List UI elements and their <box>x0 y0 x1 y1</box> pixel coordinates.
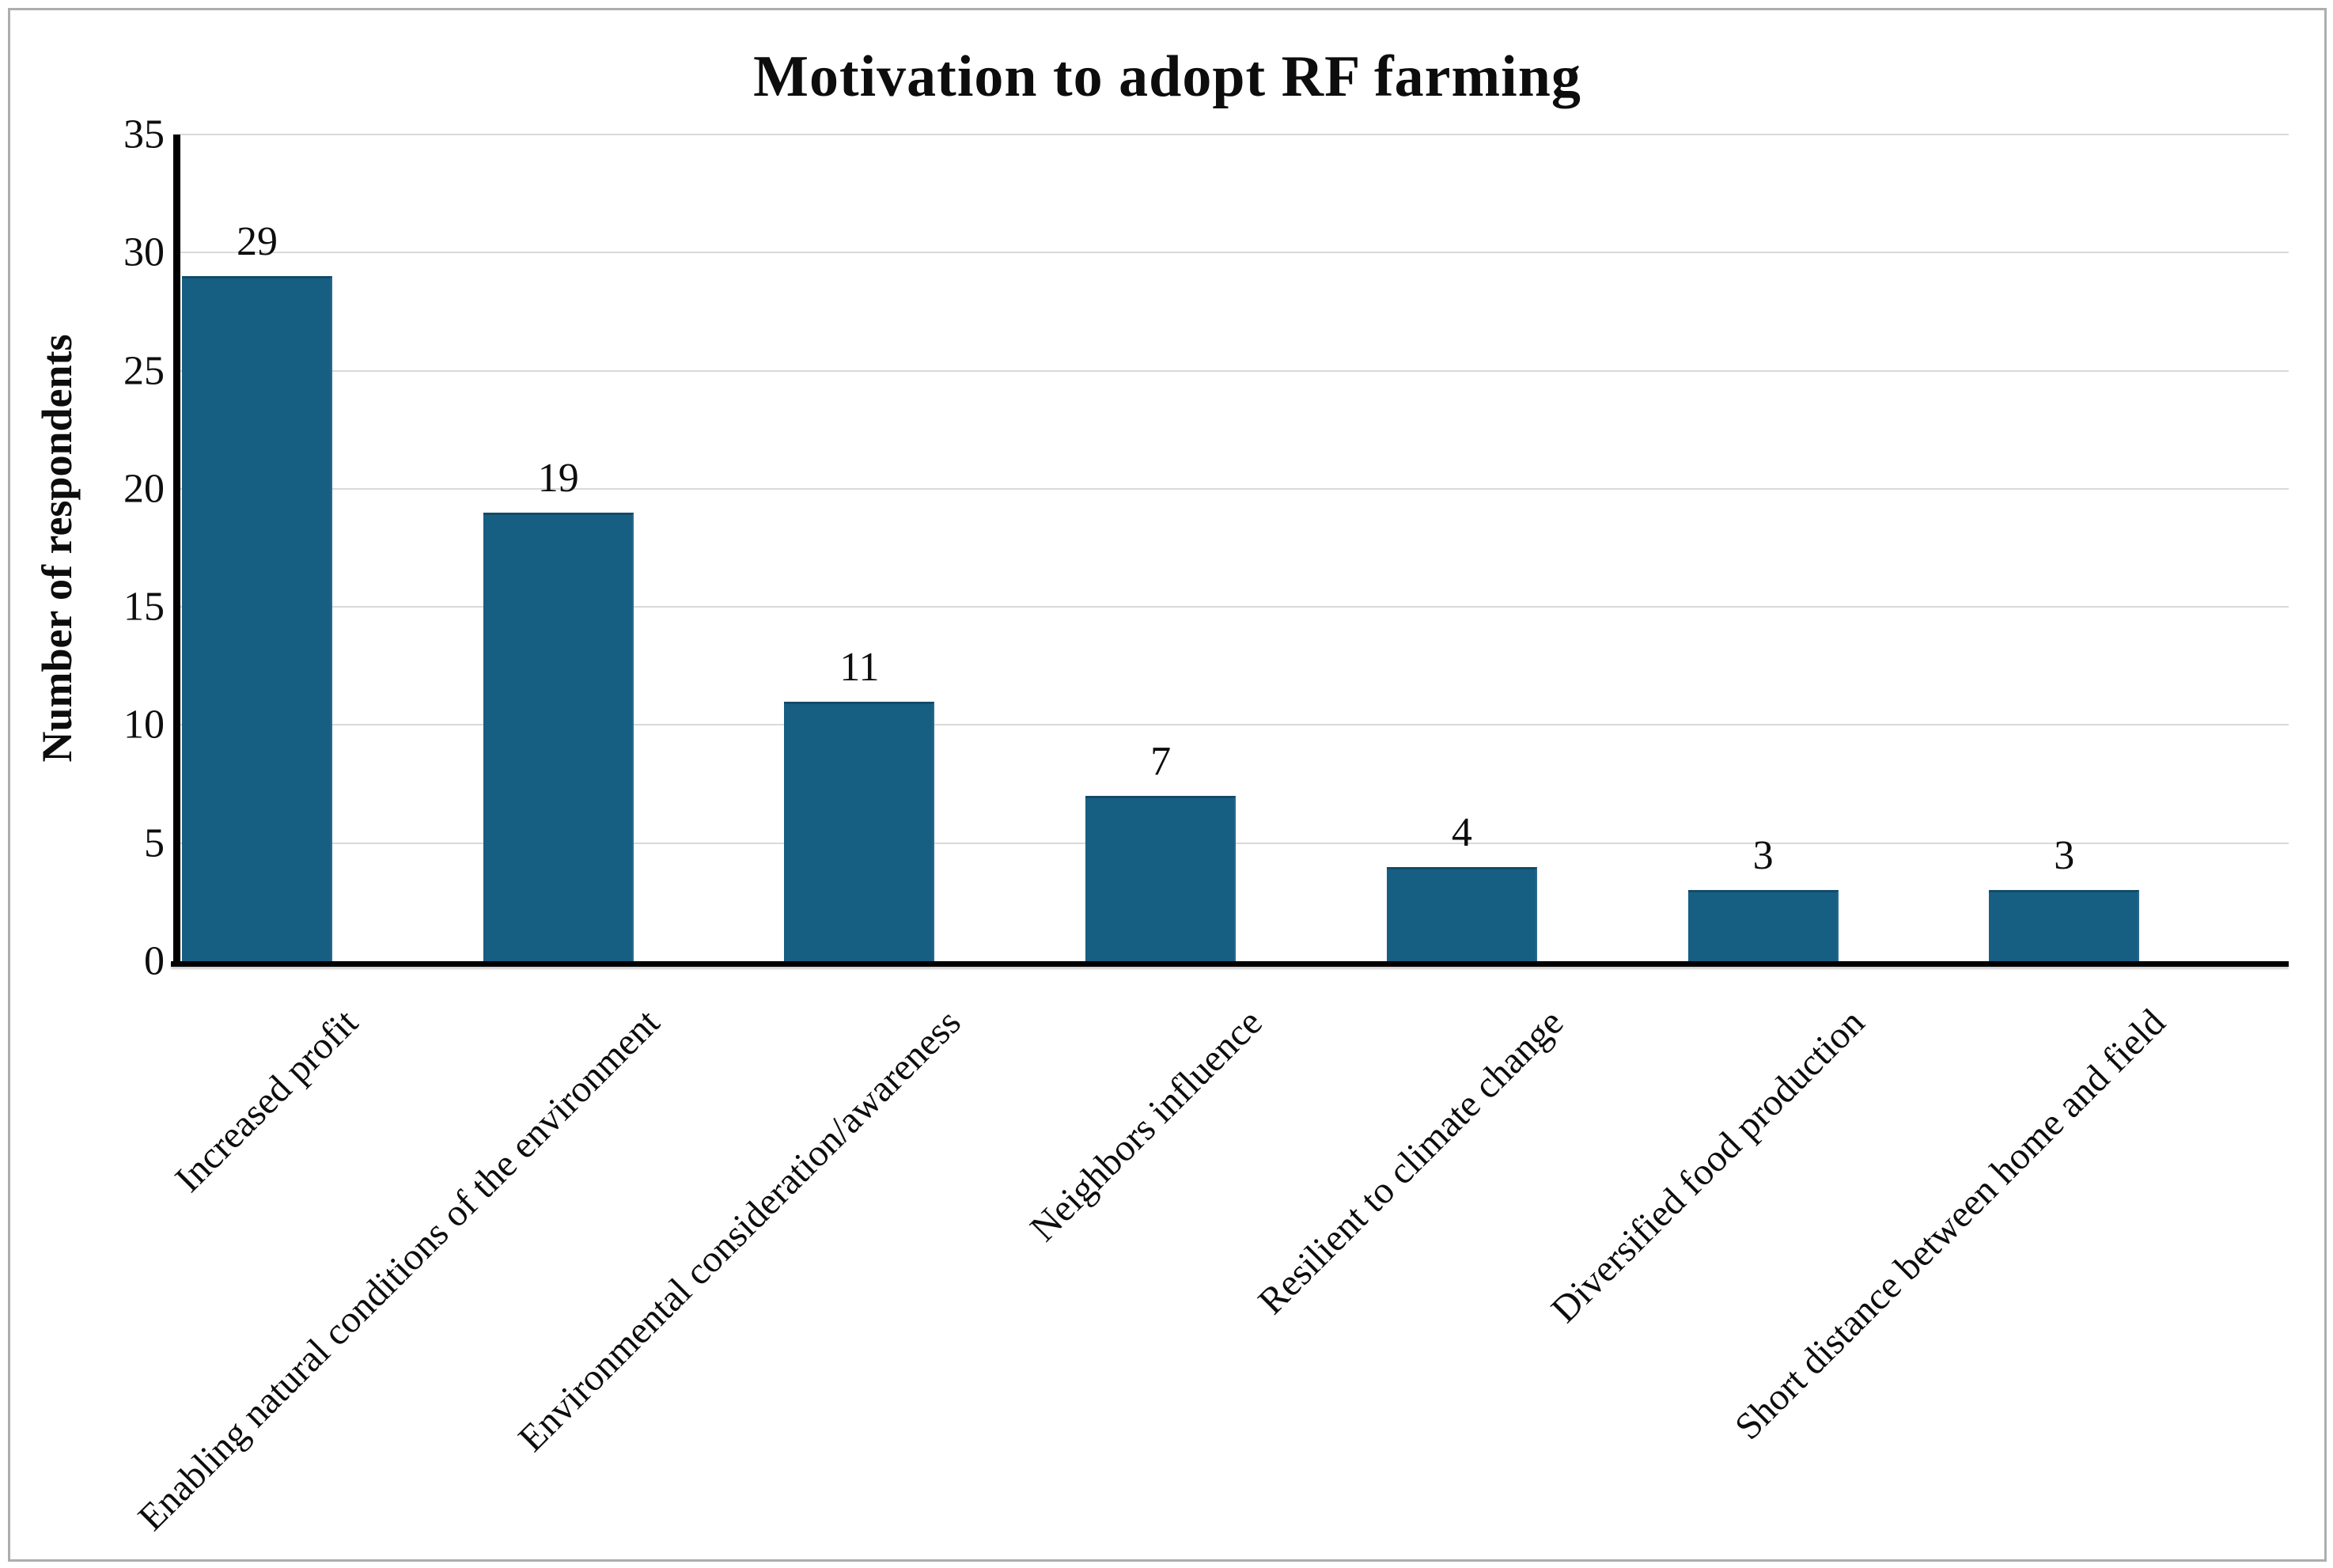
bar-5 <box>1687 890 1839 961</box>
y-axis-line <box>173 134 180 961</box>
plot-area: 0 5 10 15 20 25 30 35 29 19 11 7 4 3 3 Increased prof… <box>123 112 2289 1539</box>
y-tick-label-25: 25 <box>123 348 165 394</box>
gridline-y-10 <box>180 724 2289 726</box>
bar-4 <box>1386 867 1537 961</box>
bar-2 <box>784 702 935 961</box>
y-tick-label-5: 5 <box>144 820 165 866</box>
bar-value-label-6: 3 <box>2054 833 2075 878</box>
gridline-y-20 <box>180 487 2289 490</box>
bar-value-label-3: 7 <box>1150 739 1172 784</box>
y-axis-title-text: Number of respondents <box>33 334 81 763</box>
bar-value-label-1: 19 <box>537 456 579 501</box>
gridline-y-30 <box>180 252 2289 254</box>
y-tick-label-30: 30 <box>123 229 165 275</box>
gridline-y-35 <box>180 134 2289 135</box>
y-tick-label-10: 10 <box>123 702 165 748</box>
chart-figure: Motivation to adopt RF farming Number of… <box>8 8 2327 1562</box>
bar-value-label-4: 4 <box>1451 810 1472 855</box>
bar-value-label-5: 3 <box>1752 833 1774 878</box>
bar-6 <box>1989 890 2140 961</box>
x-category-label-4: Resilient to climate change <box>1250 1001 1572 1323</box>
x-axis-line <box>171 961 2289 967</box>
y-tick-label-35: 35 <box>123 112 165 157</box>
chart-title: Motivation to adopt RF farming <box>753 44 1581 109</box>
bar-1 <box>483 513 634 961</box>
y-tick-label-20: 20 <box>123 466 165 512</box>
x-category-label-1: Enabling natural conditions of the envir… <box>130 1001 668 1540</box>
x-category-label-5: Diversified food production <box>1543 1001 1873 1331</box>
bar-3 <box>1085 796 1237 961</box>
bar-0 <box>182 276 332 961</box>
y-tick-label-15: 15 <box>123 584 165 630</box>
x-category-label-3: Neighbors influence <box>1021 1001 1271 1250</box>
gridline-y-15 <box>180 606 2289 608</box>
bar-value-label-2: 11 <box>839 645 880 690</box>
x-category-label-0: Increased profit <box>167 1001 367 1201</box>
gridline-y-25 <box>180 369 2289 372</box>
y-tick-label-0: 0 <box>144 938 165 984</box>
bar-value-label-0: 29 <box>237 219 278 264</box>
